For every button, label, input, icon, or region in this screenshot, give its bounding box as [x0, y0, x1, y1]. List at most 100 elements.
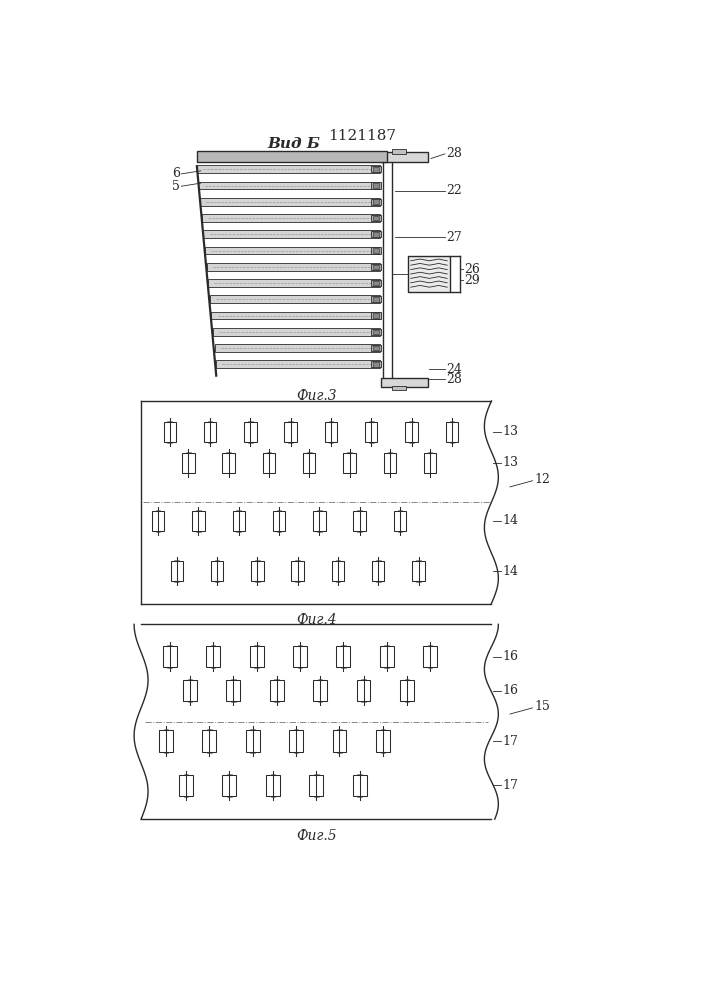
Text: 27: 27 — [446, 231, 462, 244]
Bar — [266, 774, 280, 796]
Text: 13: 13 — [502, 456, 518, 469]
Bar — [371, 312, 380, 319]
Bar — [373, 199, 379, 204]
Bar — [373, 167, 379, 172]
Bar — [400, 680, 414, 701]
Bar — [263, 453, 275, 473]
Text: 22: 22 — [446, 184, 462, 197]
Text: 28: 28 — [446, 373, 462, 386]
Bar — [373, 232, 379, 237]
Bar — [365, 422, 378, 442]
Bar — [199, 182, 380, 189]
Bar — [445, 422, 458, 442]
Text: Фиг.5: Фиг.5 — [297, 829, 337, 843]
Bar — [204, 230, 380, 238]
Bar — [371, 199, 380, 205]
Bar — [210, 295, 380, 303]
Bar — [293, 646, 307, 667]
Bar — [200, 198, 380, 206]
Bar — [179, 774, 193, 796]
Bar — [371, 361, 380, 367]
Bar — [371, 280, 380, 286]
Bar — [332, 730, 346, 752]
Text: 12: 12 — [534, 473, 550, 486]
Bar — [325, 422, 337, 442]
Bar — [371, 296, 380, 302]
Bar — [371, 231, 380, 237]
Bar — [373, 313, 379, 318]
Bar — [182, 453, 194, 473]
Bar — [215, 344, 380, 352]
Bar — [250, 646, 264, 667]
Text: 5: 5 — [172, 180, 180, 193]
Bar — [159, 730, 173, 752]
Bar — [384, 453, 396, 473]
Bar — [373, 281, 379, 285]
Text: 24: 24 — [446, 363, 462, 376]
Bar — [226, 680, 240, 701]
Bar — [405, 422, 418, 442]
Bar — [291, 561, 304, 581]
Bar — [201, 214, 380, 222]
Bar — [344, 453, 356, 473]
Bar — [337, 646, 351, 667]
Bar — [211, 561, 223, 581]
Bar — [373, 330, 379, 334]
Bar — [373, 183, 379, 188]
Bar — [273, 511, 285, 531]
Text: 13: 13 — [502, 425, 518, 438]
Bar — [356, 680, 370, 701]
Bar — [163, 422, 176, 442]
Bar — [373, 362, 379, 367]
Bar — [376, 730, 390, 752]
Bar — [233, 511, 245, 531]
Bar — [284, 422, 297, 442]
Bar — [392, 386, 406, 390]
Bar — [183, 680, 197, 701]
Bar — [197, 165, 380, 173]
Text: 6: 6 — [172, 167, 180, 180]
Bar — [353, 774, 367, 796]
Bar — [392, 149, 406, 154]
Text: Вид Б: Вид Б — [267, 137, 320, 151]
Bar — [408, 256, 450, 292]
Text: 26: 26 — [464, 263, 480, 276]
Bar — [424, 453, 436, 473]
Bar — [372, 561, 385, 581]
Text: 17: 17 — [502, 779, 518, 792]
Bar — [380, 646, 394, 667]
Bar — [313, 511, 325, 531]
Bar — [163, 646, 177, 667]
Bar — [211, 312, 380, 319]
Bar — [373, 248, 379, 253]
Bar — [289, 730, 303, 752]
Bar — [373, 297, 379, 302]
Bar — [423, 646, 437, 667]
Bar — [309, 774, 323, 796]
Bar — [197, 151, 387, 162]
Bar — [371, 329, 380, 335]
Text: 28: 28 — [446, 147, 462, 160]
Bar — [412, 561, 425, 581]
Text: 1121187: 1121187 — [328, 129, 396, 143]
Text: 14: 14 — [502, 514, 518, 527]
Bar — [152, 511, 164, 531]
Bar — [373, 265, 379, 269]
Bar — [206, 263, 380, 271]
Text: 16: 16 — [502, 684, 518, 697]
Text: Фиг.4: Фиг.4 — [297, 613, 337, 627]
Text: 14: 14 — [502, 565, 518, 578]
Text: 17: 17 — [502, 735, 518, 748]
Bar — [216, 360, 380, 368]
Bar — [204, 422, 216, 442]
Bar — [371, 182, 380, 189]
Bar — [381, 152, 428, 162]
Bar — [170, 561, 183, 581]
Bar — [208, 279, 380, 287]
Bar — [354, 511, 366, 531]
Text: 16: 16 — [502, 650, 518, 663]
Bar — [223, 774, 236, 796]
Bar — [270, 680, 284, 701]
Bar — [206, 646, 220, 667]
Text: Фиг.3: Фиг.3 — [297, 389, 337, 403]
